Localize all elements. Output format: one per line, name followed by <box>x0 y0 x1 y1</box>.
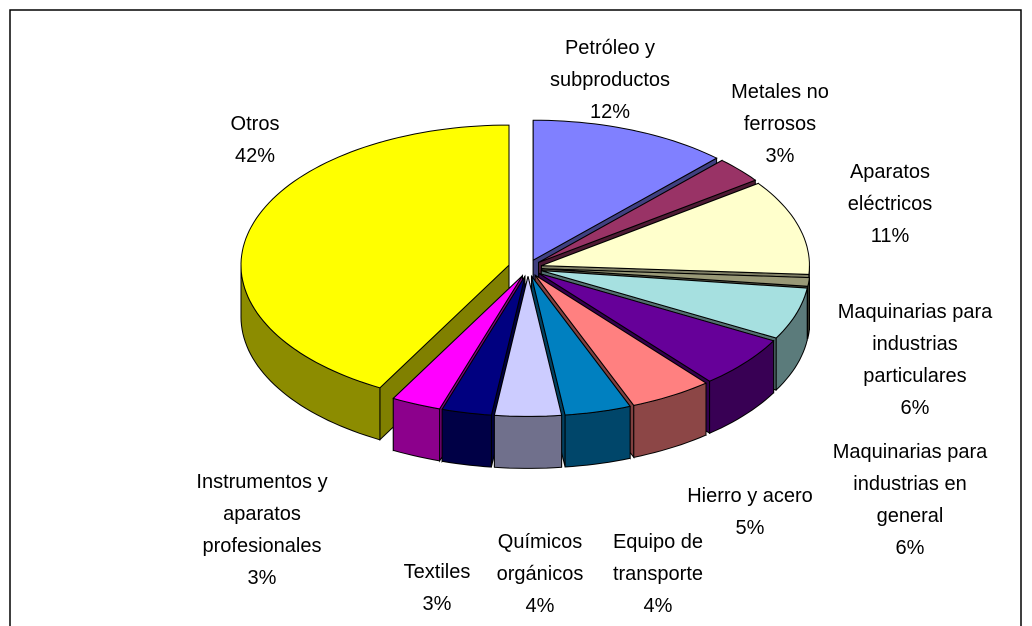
slice-value: 3% <box>247 567 277 589</box>
slice-name: Aparatos eléctricos <box>847 161 933 215</box>
slice-value: 6% <box>895 537 925 559</box>
slice-value: 4% <box>643 595 673 617</box>
slice-label: Otros 42% <box>205 108 305 172</box>
slice-name: Químicos orgánicos <box>496 531 584 585</box>
slice-value: 4% <box>525 595 555 617</box>
slice-label: Aparatos eléctricos 11% <box>830 156 950 252</box>
slice-name: Textiles <box>403 561 471 583</box>
slice <box>541 268 810 287</box>
slice-label: Químicos orgánicos 4% <box>490 526 590 622</box>
slice <box>541 270 808 339</box>
slice <box>538 159 757 263</box>
slice-label: Metales no ferrosos 3% <box>715 76 845 172</box>
slice <box>240 124 510 389</box>
slice-value: 3% <box>765 145 795 167</box>
slice-name: Otros <box>230 113 280 135</box>
slice-side <box>441 408 492 468</box>
slice-value: 42% <box>234 145 276 167</box>
slice <box>532 119 718 262</box>
slice-name: Petróleo y subproductos <box>549 37 671 91</box>
slice-value: 3% <box>422 593 452 615</box>
slice-name: Maquinarias para industrias particulares <box>837 301 993 387</box>
slice-label: Maquinarias para industrias particulares… <box>820 296 1010 424</box>
slice <box>392 275 523 410</box>
slice-name: Hierro y acero <box>687 485 813 507</box>
slice <box>538 272 775 382</box>
slice-name: Maquinarias para industrias en general <box>832 441 988 527</box>
slice-name: Metales no ferrosos <box>731 81 829 135</box>
slice-label: Petróleo y subproductos 12% <box>535 32 685 128</box>
slice-value: 6% <box>900 397 930 419</box>
slice-side <box>564 405 631 468</box>
slice-value: 11% <box>870 225 910 247</box>
slice-label: Maquinarias para industrias en general 6% <box>820 436 1000 564</box>
slice <box>541 182 810 275</box>
slice <box>493 276 563 417</box>
slice-side <box>493 414 563 469</box>
slice-label: Equipo de transporte 4% <box>598 526 718 622</box>
slice-name: Instrumentos y aparatos profesionales <box>196 471 328 557</box>
slice-value: 12% <box>589 101 631 123</box>
slice-label: Textiles 3% <box>387 556 487 620</box>
slice <box>441 275 526 416</box>
slice-name: Equipo de transporte <box>612 531 704 585</box>
slice <box>530 275 631 416</box>
slice-label: Hierro y acero 5% <box>650 480 850 544</box>
chart-border <box>9 9 1022 626</box>
slice-value: 5% <box>735 517 765 539</box>
slice <box>534 274 708 406</box>
slice-label: Instrumentos y aparatos profesionales 3% <box>177 466 347 594</box>
